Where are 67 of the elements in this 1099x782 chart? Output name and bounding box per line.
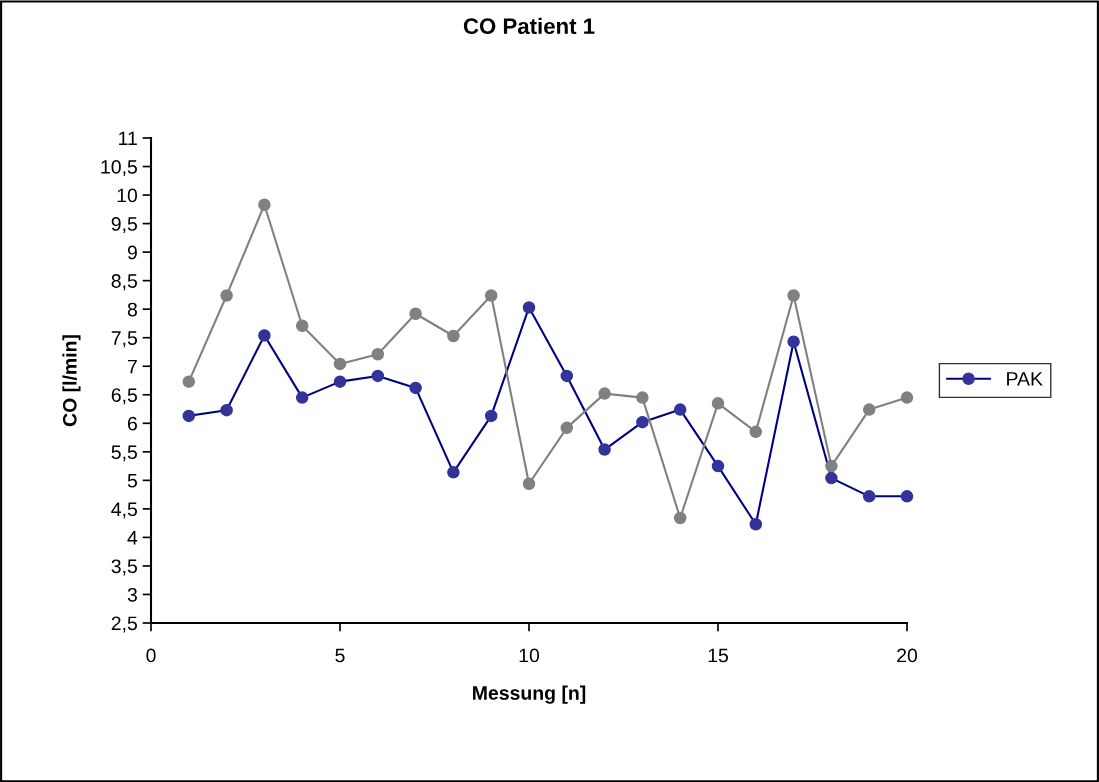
point [560, 421, 574, 435]
point [295, 391, 309, 404]
point [220, 403, 233, 417]
point [900, 391, 914, 404]
point [711, 397, 725, 410]
point [787, 289, 800, 302]
y-tick-label: 6,5 [111, 388, 137, 405]
point [711, 459, 725, 473]
y-tick-label: 4,5 [111, 502, 137, 519]
point [636, 415, 649, 429]
x-tick-label: 10 [519, 648, 540, 663]
y-tick-label: 5 [127, 474, 137, 488]
point [749, 518, 763, 531]
point [409, 381, 422, 395]
point [560, 369, 574, 383]
point [258, 329, 271, 342]
y-tick-label: 9,5 [111, 217, 137, 234]
legend-label: PAK [1007, 372, 1043, 386]
point [447, 329, 460, 343]
point [673, 511, 687, 525]
y-tick-label: 4 [127, 531, 138, 545]
y-tick-label: 7,5 [111, 331, 137, 348]
y-tick-label: 8,5 [111, 274, 137, 291]
point [598, 443, 611, 456]
y-tick-label: 9 [127, 245, 137, 260]
y-tick-label: 10 [117, 188, 138, 203]
point [333, 375, 347, 388]
y-tick-label: 10,5 [101, 160, 137, 177]
y-tick-label: 3 [127, 587, 137, 602]
point [484, 289, 498, 302]
point [862, 403, 876, 416]
point [522, 301, 536, 314]
point [825, 459, 838, 473]
point [900, 490, 914, 503]
point [371, 348, 385, 361]
x-axis-title: Messung [n] [473, 685, 586, 704]
y-tick-label: 5,5 [111, 445, 137, 462]
point [371, 369, 385, 383]
point [787, 335, 800, 348]
y-tick-label: 11 [119, 131, 137, 146]
point [220, 289, 233, 302]
point [295, 319, 309, 332]
point [636, 391, 649, 404]
point [182, 375, 196, 388]
point [484, 409, 498, 423]
x-tick-label: 20 [897, 648, 918, 663]
x-tick-label: 5 [335, 648, 345, 663]
point [749, 425, 763, 439]
point [258, 198, 271, 212]
point [333, 357, 347, 371]
y-axis-title: CO [l/min] [62, 335, 81, 427]
point [522, 477, 536, 491]
x-tick-label: 0 [146, 648, 156, 663]
point [447, 466, 460, 479]
y-tick-label: 7 [127, 359, 137, 374]
point [409, 307, 422, 320]
y-tick-label: 2,5 [111, 616, 137, 633]
y-tick-label: 6 [127, 416, 137, 431]
point [673, 403, 687, 416]
x-tick-label: 15 [708, 648, 728, 663]
point [182, 409, 196, 423]
chart-title: CO Patient 1 [463, 17, 595, 35]
y-tick-label: 8 [127, 302, 137, 317]
point [598, 387, 611, 400]
y-tick-label: 3,5 [111, 559, 137, 576]
point [825, 471, 838, 485]
point [862, 490, 876, 503]
